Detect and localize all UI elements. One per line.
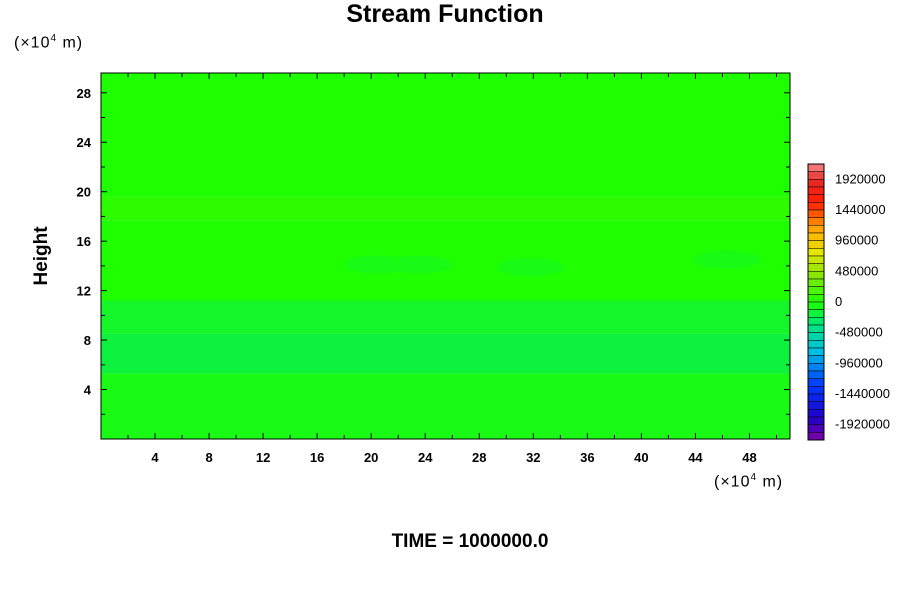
- x-tick-label: 36: [580, 450, 594, 465]
- colorbar-segment: [807, 194, 825, 203]
- colorbar-segment: [807, 393, 825, 402]
- colorbar-segment: [807, 271, 825, 280]
- colorbar-tick-label: -480000: [835, 325, 883, 340]
- colorbar-segment: [807, 301, 825, 310]
- colorbar-tick-label: 0: [835, 294, 842, 309]
- y-tick-label: 4: [84, 383, 92, 398]
- colorbar-segment: [807, 225, 825, 234]
- colorbar-segment: [807, 432, 825, 441]
- y-tick-label: 20: [77, 185, 91, 200]
- colorbar-segment: [807, 217, 825, 226]
- colorbar-segment: [807, 202, 825, 211]
- colorbar-segment: [807, 186, 825, 195]
- x-tick-label: 20: [364, 450, 378, 465]
- colorbar: 1920000 1440000 960000 480000 0 -480000 -96000…: [807, 163, 890, 441]
- colorbar-frame: [807, 163, 825, 441]
- colorbar-tick-label: 1920000: [835, 171, 886, 186]
- x-tick-label: 4: [151, 450, 159, 465]
- colorbar-tick-label: -1920000: [835, 417, 890, 432]
- colorbar-segment: [807, 163, 825, 172]
- plot-frame: [100, 72, 791, 440]
- x-tick-label: 24: [418, 450, 433, 465]
- colorbar-segment: [807, 324, 825, 333]
- y-tick-label: 12: [77, 284, 91, 299]
- y-tick-label: 16: [77, 234, 91, 249]
- time-label: TIME = 1000000.0: [391, 531, 549, 552]
- field-band: [101, 300, 790, 334]
- colorbar-segment: [807, 255, 825, 264]
- y-tick-label: 8: [84, 333, 91, 348]
- colorbar-segment: [807, 416, 825, 425]
- y-tick-label: 28: [77, 86, 91, 101]
- colorbar-tick-label: 480000: [835, 263, 878, 278]
- colorbar-segment: [807, 294, 825, 303]
- colorbar-tick-label: 960000: [835, 233, 878, 248]
- x-tick-label: 28: [472, 450, 486, 465]
- colorbar-tick-label: -960000: [835, 355, 883, 370]
- colorbar-segment: [807, 309, 825, 318]
- colorbar-segment: [807, 332, 825, 341]
- colorbar-segment: [807, 386, 825, 395]
- field-band: [101, 333, 790, 374]
- field-blob: [692, 250, 761, 269]
- y-tick-label: 24: [77, 135, 92, 150]
- x-axis-unit: (×104 m): [714, 472, 784, 491]
- colorbar-segment: [807, 378, 825, 387]
- x-tick-label: 12: [256, 450, 270, 465]
- x-tick-label: 40: [634, 450, 648, 465]
- colorbar-segment: [807, 232, 825, 241]
- colorbar-segment: [807, 340, 825, 349]
- colorbar-segment: [807, 363, 825, 372]
- colorbar-segment: [807, 171, 825, 180]
- colorbar-segment: [807, 179, 825, 188]
- colorbar-segment: [807, 355, 825, 364]
- colorbar-segment: [807, 401, 825, 410]
- colorbar-segment: [807, 286, 825, 295]
- x-tick-label: 48: [742, 450, 756, 465]
- colorbar-segment: [807, 263, 825, 272]
- x-tick-label: 32: [526, 450, 540, 465]
- x-tick-label: 16: [310, 450, 324, 465]
- chart-title: Stream Function: [346, 0, 544, 28]
- field-blob: [496, 258, 565, 277]
- colorbar-segment: [807, 409, 825, 418]
- field-band: [101, 73, 790, 197]
- colorbar-tick-label: 1440000: [835, 202, 886, 217]
- colorbar-segment: [807, 347, 825, 356]
- colorbar-segment: [807, 370, 825, 379]
- x-tick-label: 8: [205, 450, 212, 465]
- colorbar-segment: [807, 240, 825, 249]
- x-tick-label: 44: [688, 450, 703, 465]
- y-axis-unit: (×104 m): [14, 33, 84, 52]
- field-band: [101, 196, 790, 221]
- colorbar-segment: [807, 278, 825, 287]
- colorbar-segment: [807, 248, 825, 257]
- colorbar-tick-label: -1440000: [835, 386, 890, 401]
- field-band: [101, 373, 790, 439]
- colorbar-segment: [807, 317, 825, 326]
- plot-area: [101, 73, 790, 439]
- field-blob: [384, 255, 453, 274]
- colorbar-segment: [807, 424, 825, 433]
- colorbar-segment: [807, 209, 825, 218]
